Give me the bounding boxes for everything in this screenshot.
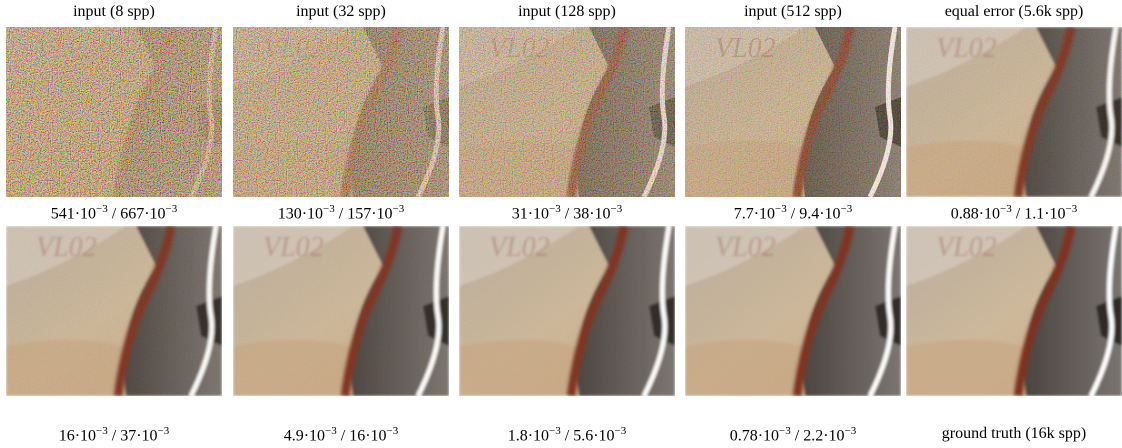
render-image — [459, 27, 675, 197]
panel-caption: 541·10−3 / 667·10−3 — [2, 203, 226, 223]
figure: VL02 input (8 spp)541·10−3 / 667·10−3inp… — [0, 0, 1122, 448]
render-image — [906, 226, 1122, 396]
render-image — [685, 27, 901, 197]
noise — [459, 226, 675, 396]
panel-caption: 0.88·10−3 / 1.1·10−3 — [902, 203, 1122, 223]
caption-text: ground truth (16k spp) — [942, 425, 1086, 442]
noise — [6, 226, 222, 396]
caption-text: / 5.6·10 — [561, 427, 615, 444]
panel-label: input (512 spp) — [685, 3, 901, 21]
caption-text: 16·10 — [59, 427, 96, 444]
noise — [459, 27, 675, 197]
caption-text: / 9.4·10 — [787, 205, 841, 222]
caption-text: 1.8·10 — [508, 427, 549, 444]
panel-caption: 0.78·10−3 / 2.2·10−3 — [681, 425, 905, 445]
exponent: −3 — [158, 425, 170, 437]
exponent: −3 — [841, 203, 853, 215]
caption-text: 31·10 — [512, 205, 549, 222]
panel-caption: 130·10−3 / 157·10−3 — [229, 203, 453, 223]
caption-text: / 2.2·10 — [791, 427, 845, 444]
render-image — [685, 226, 901, 396]
noise — [685, 226, 901, 396]
exponent: −3 — [549, 425, 561, 437]
render-image — [233, 226, 449, 396]
exponent: −3 — [96, 425, 108, 437]
caption-text: / 157·10 — [335, 205, 393, 222]
exponent: −3 — [615, 425, 627, 437]
caption-text: / 38·10 — [561, 205, 611, 222]
panel-caption: 7.7·10−3 / 9.4·10−3 — [681, 203, 905, 223]
caption-text: 0.78·10 — [730, 427, 779, 444]
panel-label: input (128 spp) — [459, 3, 675, 21]
exponent: −3 — [387, 425, 399, 437]
caption-text: 4.9·10 — [284, 427, 325, 444]
exponent: −3 — [166, 203, 178, 215]
caption-text: 541·10 — [51, 205, 96, 222]
noise — [6, 27, 222, 197]
exponent: −3 — [325, 425, 337, 437]
exponent: −3 — [845, 425, 857, 437]
exponent: −3 — [1066, 203, 1078, 215]
noise — [906, 27, 1122, 197]
panel-caption: 16·10−3 / 37·10−3 — [2, 425, 226, 445]
caption-text: 7.7·10 — [734, 205, 775, 222]
panel-caption: 1.8·10−3 / 5.6·10−3 — [455, 425, 679, 445]
noise — [233, 226, 449, 396]
exponent: −3 — [96, 203, 108, 215]
panel-label: equal error (5.6k spp) — [906, 3, 1122, 21]
caption-text: / 16·10 — [337, 427, 387, 444]
noise — [233, 27, 449, 197]
exponent: −3 — [1000, 203, 1012, 215]
render-image — [233, 27, 449, 197]
exponent: −3 — [775, 203, 787, 215]
noise — [685, 27, 901, 197]
exponent: −3 — [611, 203, 623, 215]
render-image — [6, 226, 222, 396]
panel-label: input (8 spp) — [6, 3, 222, 21]
exponent: −3 — [779, 425, 791, 437]
caption-text: 0.88·10 — [951, 205, 1000, 222]
panel-caption: 4.9·10−3 / 16·10−3 — [229, 425, 453, 445]
render-image — [906, 27, 1122, 197]
render-image — [6, 27, 222, 197]
render-image — [459, 226, 675, 396]
caption-text: / 1.1·10 — [1012, 205, 1066, 222]
exponent: −3 — [393, 203, 405, 215]
caption-text: 130·10 — [278, 205, 323, 222]
exponent: −3 — [323, 203, 335, 215]
caption-text: / 667·10 — [108, 205, 166, 222]
exponent: −3 — [549, 203, 561, 215]
panel-caption: ground truth (16k spp) — [902, 425, 1122, 443]
panel-caption: 31·10−3 / 38·10−3 — [455, 203, 679, 223]
caption-text: / 37·10 — [108, 427, 158, 444]
panel-label: input (32 spp) — [233, 3, 449, 21]
